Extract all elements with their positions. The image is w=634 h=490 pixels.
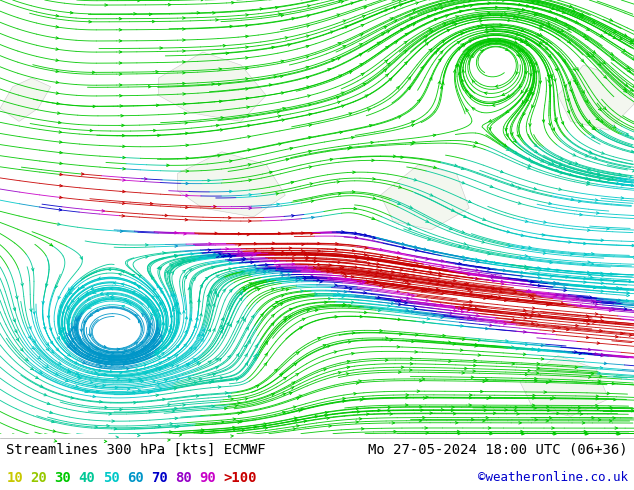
- Text: 80: 80: [175, 470, 191, 485]
- Text: 50: 50: [103, 470, 119, 485]
- Text: 70: 70: [151, 470, 167, 485]
- Text: ©weatheronline.co.uk: ©weatheronline.co.uk: [477, 471, 628, 484]
- Text: 90: 90: [199, 470, 216, 485]
- Polygon shape: [520, 356, 609, 416]
- Polygon shape: [380, 165, 469, 230]
- Text: 30: 30: [55, 470, 71, 485]
- Text: 20: 20: [30, 470, 47, 485]
- Text: 40: 40: [79, 470, 95, 485]
- Text: >100: >100: [223, 470, 257, 485]
- Text: Mo 27-05-2024 18:00 UTC (06+36): Mo 27-05-2024 18:00 UTC (06+36): [368, 442, 628, 456]
- Text: 60: 60: [127, 470, 143, 485]
- Text: Streamlines 300 hPa [kts] ECMWF: Streamlines 300 hPa [kts] ECMWF: [6, 442, 266, 456]
- Text: 10: 10: [6, 470, 23, 485]
- Polygon shape: [158, 52, 266, 122]
- Polygon shape: [178, 152, 285, 217]
- Polygon shape: [0, 78, 51, 122]
- Polygon shape: [558, 65, 634, 130]
